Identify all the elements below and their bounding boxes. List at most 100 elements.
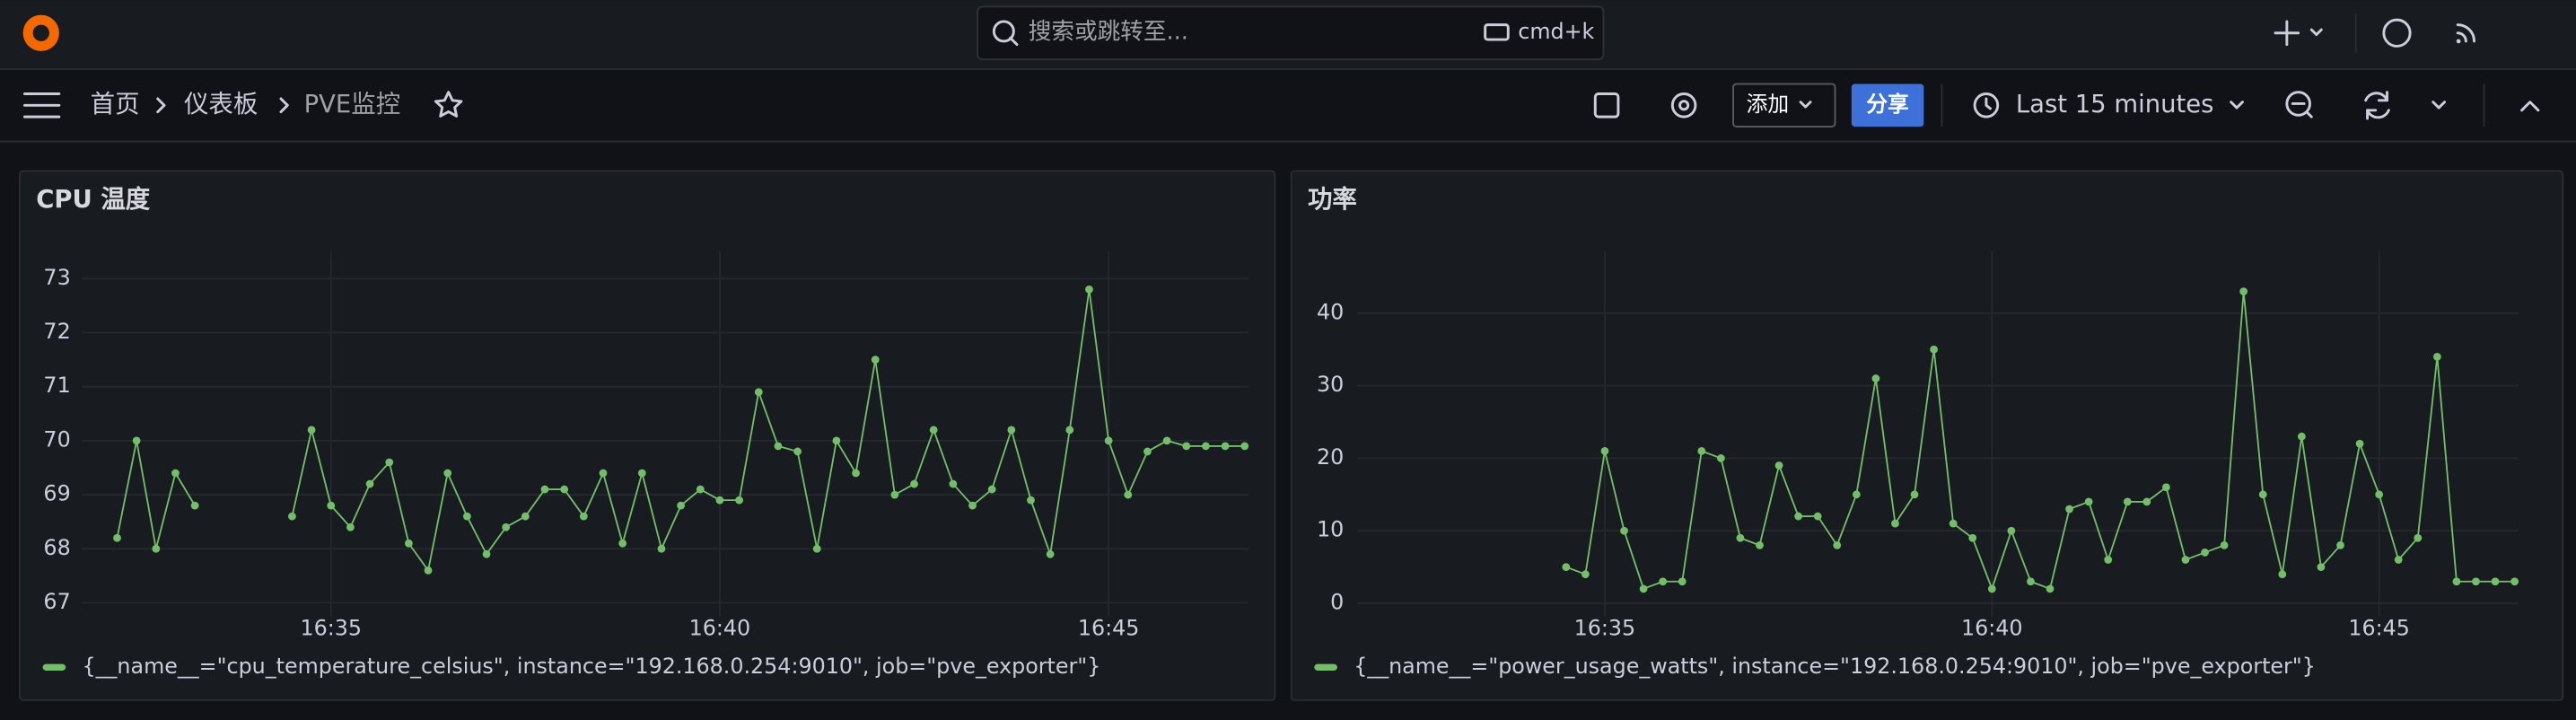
x-tick-label: 16:35 — [300, 616, 362, 641]
series-line — [291, 289, 1245, 573]
data-point — [1221, 442, 1230, 451]
data-point — [968, 501, 977, 510]
plus-icon[interactable] — [2274, 20, 2300, 47]
refresh-icon[interactable] — [2364, 91, 2390, 120]
data-point — [2142, 497, 2151, 506]
add-button[interactable] — [1732, 83, 1836, 128]
data-point — [2239, 287, 2248, 296]
data-point — [405, 539, 413, 548]
settings-icon[interactable] — [1670, 92, 1697, 119]
star-icon[interactable] — [434, 91, 463, 118]
data-point — [482, 549, 491, 558]
data-point — [754, 388, 763, 397]
news-icon[interactable] — [2456, 23, 2475, 43]
news-icon — [2456, 39, 2461, 44]
data-point — [715, 496, 724, 505]
y-tick-label: 72 — [43, 319, 70, 344]
data-point — [1581, 570, 1590, 579]
data-point — [1143, 447, 1152, 456]
data-point — [307, 426, 316, 435]
share-button[interactable] — [1851, 83, 1924, 127]
data-point — [2510, 577, 2519, 586]
data-point — [443, 469, 452, 478]
data-point — [599, 469, 608, 478]
data-point — [2432, 352, 2441, 361]
data-point — [132, 436, 141, 445]
data-point — [1162, 436, 1171, 445]
data-point — [2297, 432, 2306, 441]
y-tick-label: 20 — [1317, 444, 1344, 470]
data-point — [774, 442, 783, 451]
data-point — [288, 512, 296, 521]
data-point — [2181, 556, 2190, 564]
data-point — [2472, 577, 2480, 586]
chevron[interactable] — [2230, 101, 2244, 110]
data-point — [1085, 285, 1093, 294]
data-point — [832, 436, 841, 445]
data-point — [637, 469, 646, 478]
data-point — [890, 490, 899, 499]
data-point — [1910, 490, 1919, 499]
x-tick-label: 16:40 — [1961, 616, 2023, 641]
y-tick-label: 30 — [1317, 372, 1344, 397]
zoom-out-icon — [2291, 102, 2313, 119]
search-icon — [992, 20, 1015, 43]
data-point — [1600, 446, 1609, 455]
x-tick-label: 16:45 — [2348, 616, 2410, 641]
data-point — [1756, 540, 1764, 549]
breadcrumb-current: PVE监控 — [304, 91, 401, 119]
data-point — [2123, 497, 2132, 506]
data-point — [949, 479, 958, 488]
data-point — [812, 544, 821, 553]
breadcrumb-item[interactable]: 仪表板 — [184, 91, 258, 119]
collapse-icon[interactable] — [2520, 101, 2540, 112]
search-box[interactable] — [977, 5, 1605, 60]
data-point — [152, 544, 161, 553]
data-point — [540, 485, 549, 494]
y-tick-label: 69 — [43, 481, 70, 506]
save-icon[interactable] — [1593, 92, 1620, 119]
data-point — [1949, 519, 1958, 528]
data-point — [2258, 490, 2267, 499]
help-icon[interactable] — [2382, 18, 2412, 48]
data-point — [2317, 563, 2326, 571]
data-point — [2220, 540, 2229, 549]
clock-icon[interactable] — [1973, 92, 2000, 119]
data-point — [521, 512, 530, 521]
data-point — [1891, 519, 1899, 528]
data-point — [852, 469, 860, 478]
legend-swatch — [42, 663, 66, 671]
breadcrumb-separator — [156, 97, 166, 114]
data-point — [424, 566, 433, 575]
data-point — [2278, 570, 2287, 579]
data-point — [1987, 584, 1996, 593]
breadcrumb-item[interactable]: 首页 — [91, 91, 140, 119]
logo-inner — [32, 24, 49, 41]
data-point — [2104, 556, 2113, 564]
shortcut: cmd+k — [1518, 19, 1594, 44]
data-point — [2336, 540, 2344, 549]
chevron[interactable] — [2309, 28, 2323, 37]
data-point — [1968, 533, 1977, 542]
x-tick-label: 16:40 — [689, 616, 751, 641]
y-tick-label: 70 — [43, 426, 70, 452]
y-tick-label: 67 — [43, 589, 70, 614]
data-point — [929, 426, 938, 435]
time-range[interactable]: Last 15 minutes — [2016, 91, 2214, 119]
data-point — [365, 479, 374, 488]
data-point — [1065, 426, 1074, 435]
data-point — [1182, 442, 1191, 451]
zoom-out-icon[interactable] — [2285, 91, 2311, 117]
data-point — [2414, 533, 2423, 542]
data-point — [2084, 497, 2093, 506]
data-point — [1930, 345, 1938, 354]
data-point — [1007, 426, 1016, 435]
data-point — [1124, 490, 1133, 499]
data-point — [677, 501, 686, 510]
data-point — [2355, 439, 2364, 448]
data-point — [502, 522, 511, 531]
chevron[interactable] — [2431, 101, 2447, 110]
menu-icon[interactable] — [22, 92, 61, 119]
logo[interactable] — [22, 14, 59, 51]
